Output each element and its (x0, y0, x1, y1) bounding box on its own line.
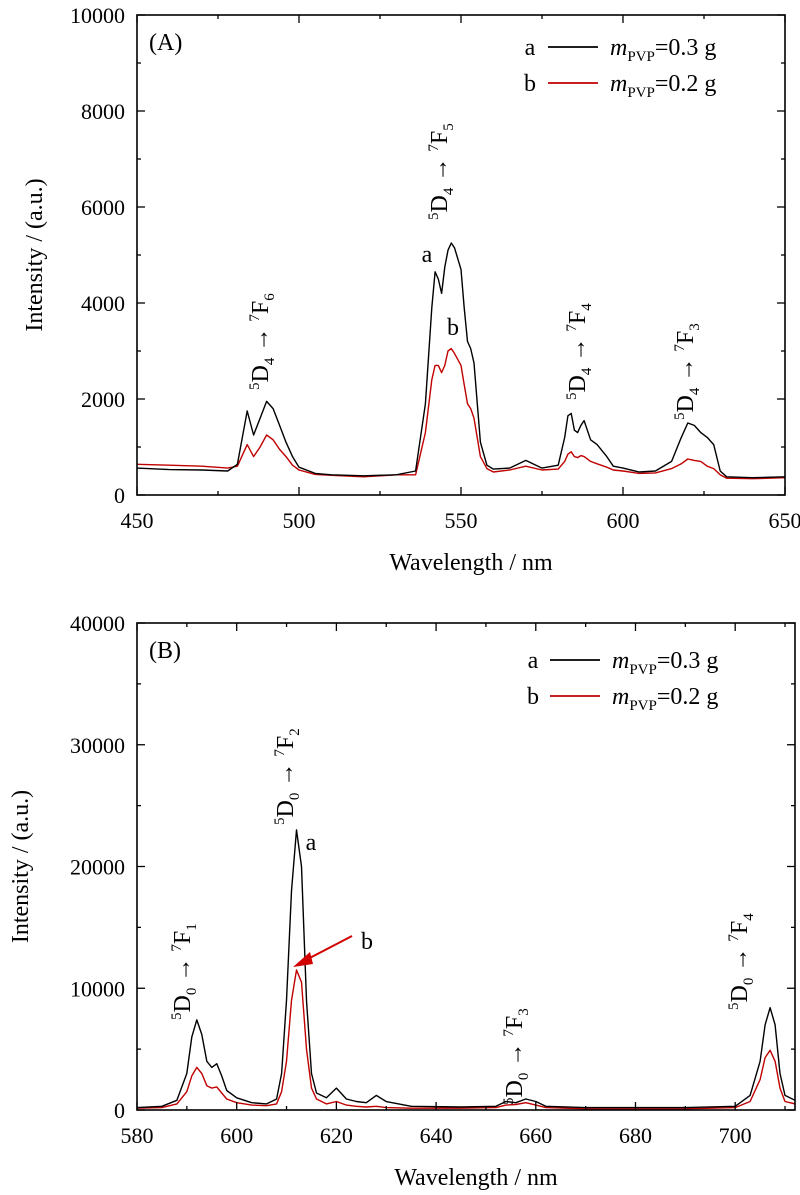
x-tick-label: 500 (283, 508, 316, 533)
y-axis-label: Intensity / (a.u.) (22, 178, 48, 331)
y-tick-label: 10000 (70, 3, 125, 28)
x-axis-label: Wavelength / nm (394, 1165, 558, 1191)
series-line-b (137, 347, 785, 480)
y-tick-label: 30000 (70, 733, 125, 758)
series-line-b (137, 969, 795, 1110)
arrow-head (293, 952, 313, 967)
legend-tag-b: b (524, 71, 536, 97)
y-tick-label: 2000 (81, 387, 125, 412)
x-tick-label: 660 (519, 1123, 552, 1148)
x-tick-label: 680 (619, 1123, 652, 1148)
y-tick-label: 0 (114, 1098, 125, 1123)
legend-tag-b: b (527, 684, 539, 710)
x-tick-label: 600 (607, 508, 640, 533)
legend-label-a: mPVP=0.3 g (612, 648, 718, 678)
panel-label: (A) (149, 30, 182, 56)
y-tick-label: 4000 (81, 291, 125, 316)
x-tick-label: 550 (445, 508, 478, 533)
transition-label: 5D4 → 7F6 (247, 293, 278, 390)
x-tick-label: 700 (719, 1123, 752, 1148)
y-tick-label: 8000 (81, 99, 125, 124)
panel-label: (B) (149, 638, 181, 664)
y-tick-label: 40000 (70, 611, 125, 636)
transition-label: 5D4 → 7F5 (426, 123, 457, 220)
transition-label: 5D0 → 7F4 (726, 913, 757, 1010)
y-tick-label: 6000 (81, 195, 125, 220)
x-tick-label: 450 (121, 508, 154, 533)
x-tick-label: 650 (769, 508, 800, 533)
x-tick-label: 640 (420, 1123, 453, 1148)
series-line-a (137, 829, 795, 1109)
x-tick-label: 580 (121, 1123, 154, 1148)
panel-a: 450 500 550 600 650 0 2000 4000 6000 8000 10000 Wav… (22, 3, 800, 576)
curve-label-b: b (447, 315, 459, 341)
x-tick-label: 620 (320, 1123, 353, 1148)
series-line-a (137, 242, 785, 479)
x-tick-label: 600 (220, 1123, 253, 1148)
legend-label-a: mPVP=0.3 g (610, 35, 716, 65)
y-axis-label: Intensity / (a.u.) (8, 790, 34, 943)
x-axis-label: Wavelength / nm (389, 550, 553, 576)
y-tick-label: 10000 (70, 976, 125, 1001)
y-tick-label: 0 (114, 483, 125, 508)
legend-tag-a: a (528, 648, 539, 674)
legend-label-b: mPVP=0.2 g (610, 71, 716, 101)
curve-label-b: b (361, 929, 373, 955)
transition-label: 5D4 → 7F3 (672, 323, 703, 420)
curve-label-a: a (422, 242, 433, 268)
transition-label: 5D4 → 7F4 (564, 303, 595, 400)
transition-label: 5D0 → 7F2 (272, 728, 303, 825)
panel-b: 580 600 620 640 660 680 700 0 10000 20000 30000 400… (8, 611, 796, 1191)
curve-label-a: a (306, 830, 317, 856)
legend-label-b: mPVP=0.2 g (612, 684, 718, 714)
transition-label: 5D0 → 7F1 (169, 923, 200, 1020)
y-tick-label: 20000 (70, 855, 125, 880)
transition-label: 5D0 → 7F3 (501, 1008, 532, 1105)
legend-tag-a: a (525, 35, 536, 61)
